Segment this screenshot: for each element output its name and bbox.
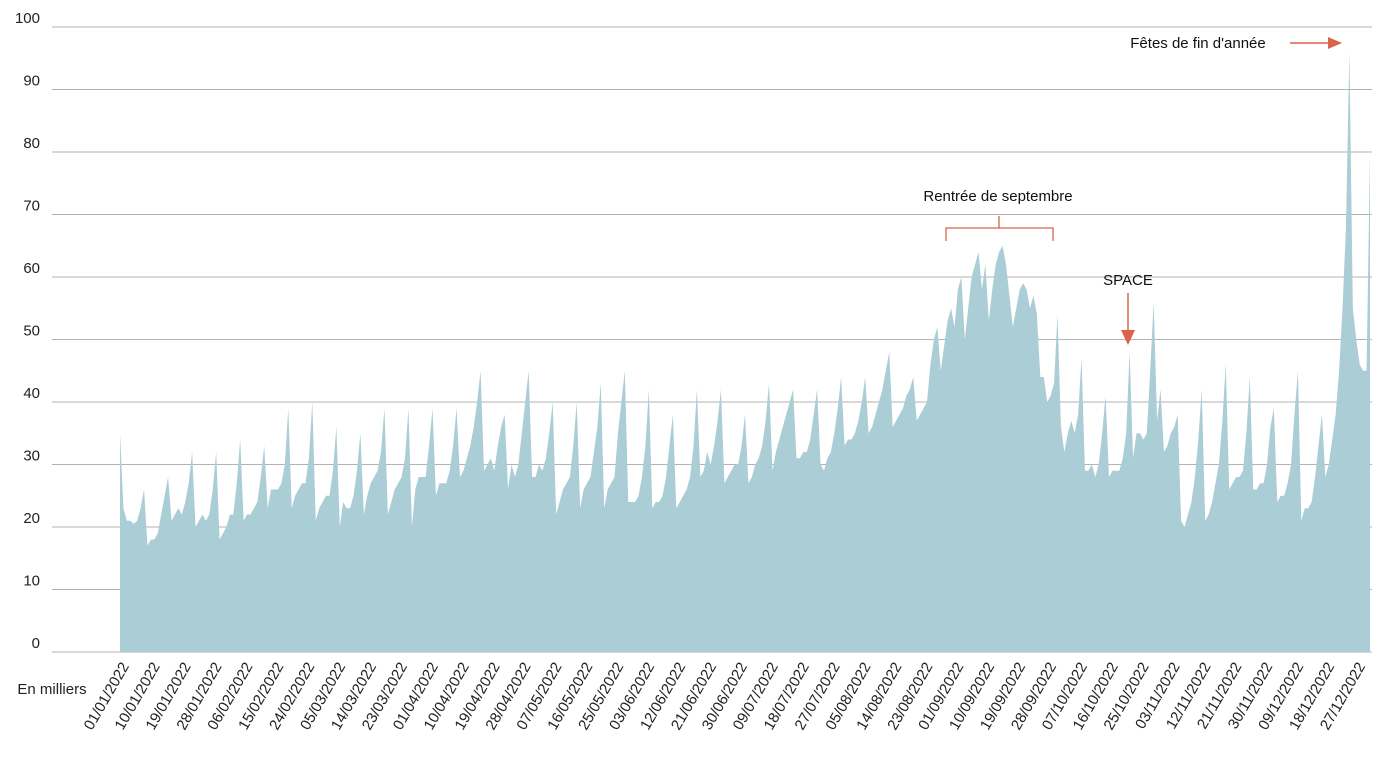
annotation: Fêtes de fin d'année — [1130, 35, 1265, 52]
y-tick-label: 50 — [23, 322, 40, 339]
annotation-bracket — [945, 216, 1054, 241]
y-axis-label: En milliers — [17, 681, 86, 698]
y-tick-label: 100 — [15, 10, 40, 27]
plot — [120, 52, 1370, 652]
y-tick-label: 70 — [23, 197, 40, 214]
y-tick-label: 80 — [23, 135, 40, 152]
y-tick-label: 10 — [23, 572, 40, 589]
annotation: Rentrée de septembre — [923, 188, 1072, 205]
y-tick-label: 0 — [32, 635, 40, 652]
area — [120, 52, 1370, 652]
annotation: SPACE — [1103, 272, 1153, 289]
annotation-arrowhead — [1328, 37, 1342, 49]
y-tick-label: 90 — [23, 72, 40, 89]
y-tick-label: 40 — [23, 385, 40, 402]
y-tick-label: 30 — [23, 447, 40, 464]
y-tick-label: 60 — [23, 260, 40, 277]
annotation-arrowhead — [1121, 330, 1135, 345]
y-tick-label: 20 — [23, 510, 40, 527]
